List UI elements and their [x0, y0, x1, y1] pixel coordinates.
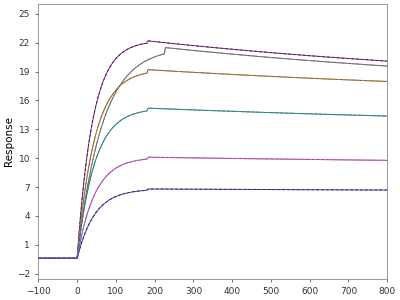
Y-axis label: Response: Response [4, 116, 14, 166]
